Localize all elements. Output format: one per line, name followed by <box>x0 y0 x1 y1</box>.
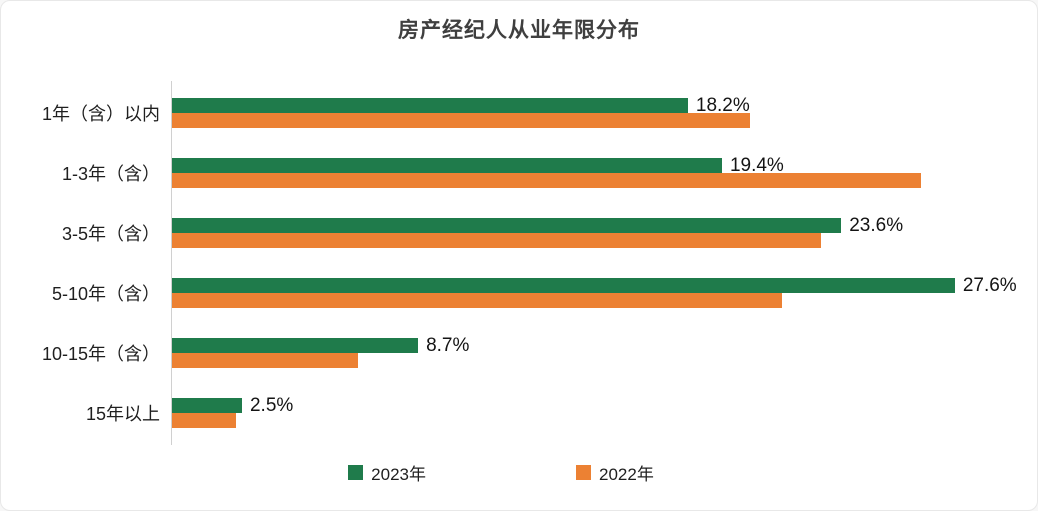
data-label: 2.5% <box>249 395 294 416</box>
bar-group: 5-10年（含） 27.6% <box>1 263 1037 323</box>
legend-label-2022: 2022年 <box>599 465 654 484</box>
bar-group: 1年（含）以内 18.2% <box>1 83 1037 143</box>
bar-group: 10-15年（含） 8.7% <box>1 323 1037 383</box>
bar-2022年 <box>171 413 237 428</box>
legend-item-2023: 2023年 <box>348 460 426 485</box>
bar-line <box>171 233 1023 248</box>
bar-line: 8.7% <box>171 335 1023 356</box>
bar-line: 2.5% <box>171 395 1023 416</box>
bar-2022年 <box>171 113 751 128</box>
bar-line <box>171 173 1023 188</box>
data-label: 23.6% <box>849 215 904 236</box>
data-label: 19.4% <box>729 155 784 176</box>
bars: 19.4% <box>171 155 1037 188</box>
bars: 2.5% <box>171 395 1037 428</box>
bar-2022年 <box>171 173 921 188</box>
bar-2023年 <box>171 398 242 413</box>
data-label: 8.7% <box>426 335 470 356</box>
bars: 23.6% <box>171 215 1037 248</box>
bar-line <box>171 293 1023 308</box>
bar-line: 27.6% <box>171 275 1023 296</box>
data-label: 27.6% <box>962 275 1017 296</box>
bar-2023年 <box>171 158 722 173</box>
bars: 8.7% <box>171 335 1037 368</box>
bar-line: 23.6% <box>171 215 1023 236</box>
legend-label-2023: 2023年 <box>371 465 426 484</box>
category-label: 10-15年（含） <box>41 344 160 364</box>
data-label: 18.2% <box>695 95 750 116</box>
bar-line: 18.2% <box>171 95 1023 116</box>
legend-swatch-2022-icon <box>576 465 591 480</box>
bars: 27.6% <box>171 275 1037 308</box>
bar-group: 1-3年（含） 19.4% <box>1 143 1037 203</box>
bar-2023年 <box>171 218 842 233</box>
legend-item-2022: 2022年 <box>576 460 654 485</box>
category-label: 3-5年（含） <box>61 224 160 244</box>
chart-title: 房产经纪人从业年限分布 <box>398 19 640 42</box>
bars: 18.2% <box>171 95 1037 128</box>
category-label: 5-10年（含） <box>51 284 160 304</box>
category-label: 15年以上 <box>85 404 160 424</box>
bar-line <box>171 113 1023 128</box>
bar-2022年 <box>171 293 782 308</box>
legend-swatch-2023-icon <box>348 465 364 480</box>
category-label: 1年（含）以内 <box>41 104 160 124</box>
bar-2023年 <box>171 98 688 113</box>
legend: 2023年 2022年 <box>1 460 1019 485</box>
bar-line <box>171 353 1023 368</box>
bar-line <box>171 413 1023 428</box>
bar-group: 3-5年（含） 23.6% <box>1 203 1037 263</box>
plot-area: 1年（含）以内 18.2% 1-3年（含） 19.4% 3-5年（含） 23.6% 5-10… <box>1 81 1037 445</box>
bar-group: 15年以上 2.5% <box>1 383 1037 443</box>
bar-2023年 <box>171 278 955 293</box>
bar-2022年 <box>171 353 359 368</box>
category-label: 1-3年（含） <box>61 164 160 184</box>
y-axis-line <box>171 81 172 445</box>
bar-line: 19.4% <box>171 155 1023 176</box>
bar-2023年 <box>171 338 419 353</box>
bar-rows: 1年（含）以内 18.2% 1-3年（含） 19.4% 3-5年（含） 23.6% 5-10… <box>1 83 1037 443</box>
bar-2022年 <box>171 233 822 248</box>
